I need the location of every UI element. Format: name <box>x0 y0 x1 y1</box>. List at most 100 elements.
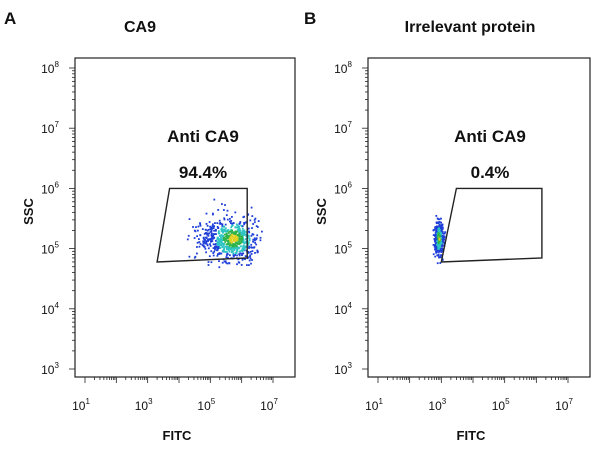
scatter-point <box>221 227 223 230</box>
scatter-point <box>247 242 250 245</box>
scatter-point <box>241 247 244 250</box>
scatter-point <box>245 246 248 249</box>
scatter-point <box>218 241 220 244</box>
scatter-point <box>216 254 219 257</box>
x-axis-label: FITC <box>163 428 192 443</box>
scatter-point <box>223 209 225 211</box>
scatter-point <box>251 215 254 217</box>
scatter-point <box>212 234 215 237</box>
scatter-point <box>442 226 444 229</box>
scatter-point <box>238 254 241 257</box>
scatter-point <box>253 246 256 249</box>
scatter-point <box>212 252 215 254</box>
scatter-point <box>441 245 443 247</box>
scatter-point <box>238 226 240 229</box>
scatter-point <box>206 233 209 236</box>
scatter-point <box>243 229 246 232</box>
scatter-point <box>433 237 436 240</box>
gate-name-label: Anti CA9 <box>454 127 526 146</box>
scatter-point <box>231 222 233 225</box>
scatter-point <box>199 234 202 237</box>
scatter-point <box>222 231 224 234</box>
scatter-point <box>219 221 222 224</box>
scatter-point <box>440 227 443 229</box>
scatter-point <box>241 235 243 238</box>
scatter-point <box>441 223 443 226</box>
scatter-point <box>232 252 235 255</box>
plot-frame <box>367 57 591 378</box>
scatter-point <box>214 228 217 231</box>
scatter-point <box>224 204 226 206</box>
scatter-point <box>223 233 226 236</box>
scatter-point <box>259 239 262 242</box>
scatter-point <box>210 232 213 235</box>
scatter-point <box>436 243 438 246</box>
scatter-point <box>225 261 228 264</box>
scatter-point <box>234 233 237 235</box>
scatter-point <box>437 227 440 229</box>
scatter-point <box>195 226 197 228</box>
scatter-point <box>205 228 207 231</box>
scatter-point <box>443 232 446 235</box>
scatter-point <box>437 226 440 228</box>
scatter-point <box>233 234 236 237</box>
scatter-point <box>218 243 221 246</box>
scatter-point <box>235 242 237 244</box>
y-axis-label: SSC <box>21 198 36 225</box>
scatter-point <box>433 246 436 248</box>
scatter-point <box>438 218 441 221</box>
scatter-point <box>238 242 241 245</box>
scatter-point <box>232 222 235 224</box>
scatter-point <box>438 223 441 226</box>
scatter-point <box>235 231 237 234</box>
scatter-point <box>250 246 253 249</box>
scatter-point <box>210 228 213 230</box>
scatter-point <box>231 216 233 218</box>
scatter-point <box>216 246 218 249</box>
scatter-point <box>240 240 243 242</box>
scatter-point <box>210 250 213 253</box>
scatter-point <box>198 241 201 243</box>
scatter-point <box>223 260 226 263</box>
scatter-point <box>214 233 216 235</box>
scatter-point <box>439 235 441 238</box>
scatter-point <box>217 230 220 233</box>
scatter-point <box>440 244 442 247</box>
scatter-point <box>240 245 242 248</box>
scatter-point <box>232 236 234 239</box>
scatter-point <box>435 228 438 231</box>
scatter-point <box>216 243 219 246</box>
scatter-point <box>223 248 225 251</box>
scatter-point <box>230 232 233 234</box>
scatter-point <box>212 233 215 235</box>
scatter-point <box>220 243 223 246</box>
scatter-point <box>235 252 238 254</box>
scatter-point <box>242 252 245 255</box>
scatter-point <box>223 243 225 245</box>
scatter-point <box>233 236 236 238</box>
scatter-point <box>238 230 240 233</box>
gate-name-label: Anti CA9 <box>167 127 239 146</box>
scatter-point <box>233 244 236 247</box>
scatter-point <box>192 226 194 228</box>
scatter-point <box>242 216 245 219</box>
scatter-point <box>438 231 440 234</box>
scatter-point <box>434 247 437 250</box>
scatter-point <box>437 250 440 253</box>
scatter-point <box>231 246 234 248</box>
scatter-point <box>225 234 228 237</box>
scatter-point <box>259 236 262 239</box>
scatter-point <box>440 230 443 232</box>
scatter-point <box>203 238 205 241</box>
scatter-point <box>222 237 225 240</box>
scatter-point <box>222 235 224 238</box>
scatter-point <box>207 234 210 237</box>
scatter-point <box>251 250 254 252</box>
scatter-point <box>236 246 239 249</box>
gate-percent-label: 0.4% <box>471 163 510 182</box>
scatter-point <box>240 264 243 266</box>
scatter-point <box>441 259 444 261</box>
scatter-point <box>230 229 232 231</box>
scatter-point <box>436 250 439 253</box>
scatter-point <box>233 247 235 250</box>
